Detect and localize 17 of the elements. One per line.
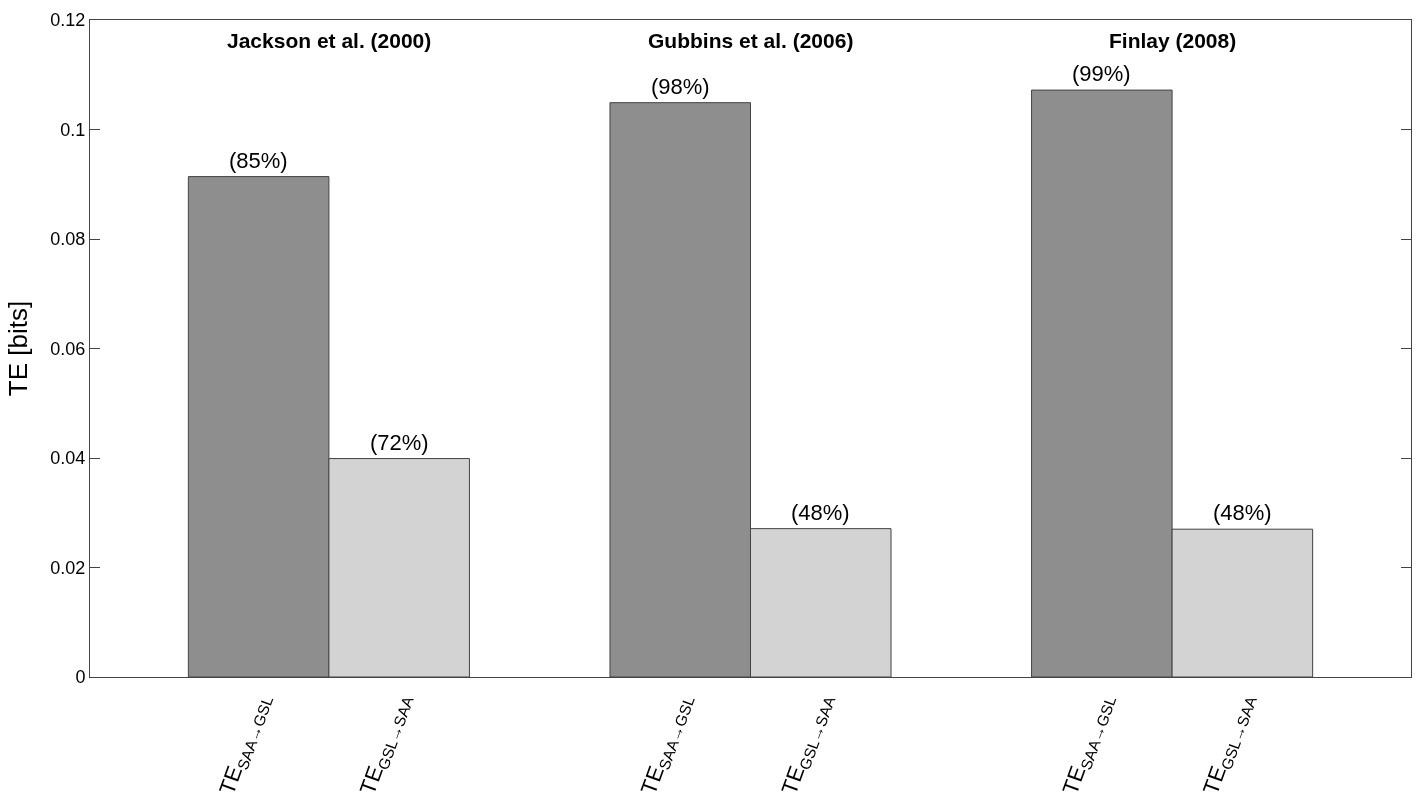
- y-tick-label: 0.1: [60, 119, 86, 140]
- y-tick-label: 0.08: [50, 229, 86, 250]
- y-axis-title: TE [bits]: [2, 300, 33, 397]
- y-tick-label: 0.02: [50, 557, 86, 578]
- y-tick-label: 0.12: [50, 10, 86, 31]
- y-tick-label: 0.04: [50, 448, 86, 469]
- annotation: (72%): [370, 430, 429, 455]
- annotation: Finlay (2008): [1109, 29, 1237, 52]
- annotation: Gubbins et al. (2006): [648, 29, 854, 52]
- annotation: Jackson et al. (2000): [227, 29, 432, 52]
- annotation: (99%): [1072, 61, 1131, 86]
- annotation: (98%): [651, 74, 710, 99]
- annotation: (85%): [229, 148, 288, 173]
- y-tick-label: 0: [75, 667, 86, 688]
- annotation: (48%): [791, 500, 850, 525]
- annotation: (48%): [1213, 500, 1272, 525]
- y-tick-label: 0.06: [50, 338, 86, 359]
